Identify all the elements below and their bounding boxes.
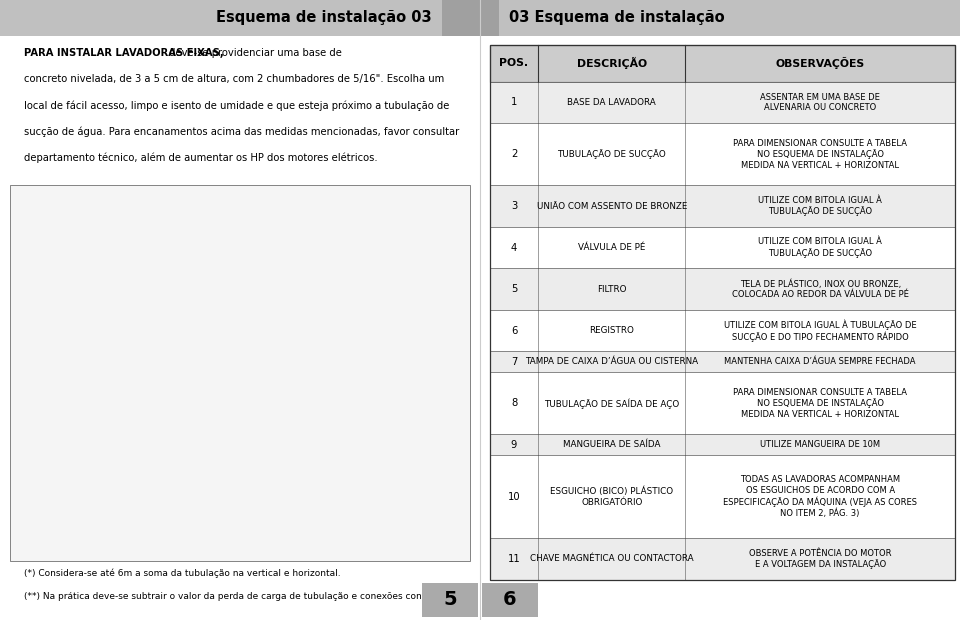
Text: 1: 1 xyxy=(511,97,517,107)
Bar xyxy=(490,372,955,435)
Bar xyxy=(422,583,477,617)
Text: Esquema de instalação 03: Esquema de instalação 03 xyxy=(216,11,432,25)
Text: 7: 7 xyxy=(511,356,517,367)
Text: UTILIZE COM BITOLA IGUAL À TUBULAÇÃO DE
SUCÇÃO E DO TIPO FECHAMENTO RÁPIDO: UTILIZE COM BITOLA IGUAL À TUBULAÇÃO DE … xyxy=(724,319,917,342)
Text: TODAS AS LAVADORAS ACOMPANHAM
OS ESGUICHOS DE ACORDO COM A
ESPECIFICAÇÃO DA MÁQU: TODAS AS LAVADORAS ACOMPANHAM OS ESGUICH… xyxy=(723,476,917,518)
Text: BASE DA LAVADORA: BASE DA LAVADORA xyxy=(567,98,657,107)
Bar xyxy=(490,310,955,352)
Text: (*) Considera-se até 6m a soma da tubulação na vertical e horizontal.: (*) Considera-se até 6m a soma da tubula… xyxy=(24,569,341,578)
Text: 03 Esquema de instalação: 03 Esquema de instalação xyxy=(509,11,725,25)
Text: MANTENHA CAIXA D’ÁGUA SEMPRE FECHADA: MANTENHA CAIXA D’ÁGUA SEMPRE FECHADA xyxy=(725,357,916,366)
Text: (**) Na prática deve-se subtrair o valor da perda de carga de tubulação e conexõ: (**) Na prática deve-se subtrair o valor… xyxy=(24,592,605,601)
Bar xyxy=(490,455,955,538)
Bar xyxy=(490,352,955,372)
Text: 3: 3 xyxy=(511,201,517,211)
Text: 11: 11 xyxy=(508,554,520,564)
Bar xyxy=(490,123,955,185)
Bar xyxy=(482,583,538,617)
Text: 2: 2 xyxy=(511,149,517,159)
Text: TUBULAÇÃO DE SUCÇÃO: TUBULAÇÃO DE SUCÇÃO xyxy=(558,149,666,159)
Text: UTILIZE MANGUEIRA DE 10M: UTILIZE MANGUEIRA DE 10M xyxy=(760,440,880,450)
Text: PARA INSTALAR LAVADORAS FIXAS,: PARA INSTALAR LAVADORAS FIXAS, xyxy=(24,48,224,58)
Text: MANGUEIRA DE SAÍDA: MANGUEIRA DE SAÍDA xyxy=(564,440,660,450)
Text: ESGUICHO (BICO) PLÁSTICO
OBRIGATÓRIO: ESGUICHO (BICO) PLÁSTICO OBRIGATÓRIO xyxy=(550,487,673,507)
Text: TELA DE PLÁSTICO, INOX OU BRONZE,
COLOCADA AO REDOR DA VÁLVULA DE PÉ: TELA DE PLÁSTICO, INOX OU BRONZE, COLOCA… xyxy=(732,279,908,299)
Text: 4: 4 xyxy=(511,242,517,252)
Text: PARA DIMENSIONAR CONSULTE A TABELA
NO ESQUEMA DE INSTALAÇÃO
MEDIDA NA VERTICAL +: PARA DIMENSIONAR CONSULTE A TABELA NO ES… xyxy=(733,139,907,170)
Text: REGISTRO: REGISTRO xyxy=(589,326,635,335)
Bar xyxy=(490,82,955,123)
Text: POS.: POS. xyxy=(499,58,529,68)
Bar xyxy=(490,268,955,310)
Text: PARA DIMENSIONAR CONSULTE A TABELA
NO ESQUEMA DE INSTALAÇÃO
MEDIDA NA VERTICAL +: PARA DIMENSIONAR CONSULTE A TABELA NO ES… xyxy=(733,388,907,419)
Bar xyxy=(490,185,955,227)
Text: TAMPA DE CAIXA D’ÁGUA OU CISTERNA: TAMPA DE CAIXA D’ÁGUA OU CISTERNA xyxy=(525,357,698,366)
Bar xyxy=(10,185,470,561)
Bar xyxy=(490,435,955,455)
Bar xyxy=(490,45,955,82)
Text: concreto nivelada, de 3 a 5 cm de altura, com 2 chumbadores de 5/16". Escolha um: concreto nivelada, de 3 a 5 cm de altura… xyxy=(24,74,444,84)
Text: DESCRIÇÃO: DESCRIÇÃO xyxy=(577,58,647,69)
Text: 10: 10 xyxy=(508,492,520,502)
Text: departamento técnico, além de aumentar os HP dos motores elétricos.: departamento técnico, além de aumentar o… xyxy=(24,153,377,163)
Text: sucção de água. Para encanamentos acima das medidas mencionadas, favor consultar: sucção de água. Para encanamentos acima … xyxy=(24,126,459,137)
Text: deve-se providenciar uma base de: deve-se providenciar uma base de xyxy=(165,48,342,58)
Text: 6: 6 xyxy=(503,590,516,609)
Bar xyxy=(442,0,480,36)
Bar xyxy=(490,45,955,580)
Text: 6: 6 xyxy=(511,326,517,335)
Text: local de fácil acesso, limpo e isento de umidade e que esteja próximo a tubulaçã: local de fácil acesso, limpo e isento de… xyxy=(24,100,449,111)
Text: UTILIZE COM BITOLA IGUAL À
TUBULAÇÃO DE SUCÇÃO: UTILIZE COM BITOLA IGUAL À TUBULAÇÃO DE … xyxy=(758,237,882,258)
Text: 5: 5 xyxy=(444,590,457,609)
Bar xyxy=(480,0,960,36)
Text: 9: 9 xyxy=(511,440,517,450)
Bar xyxy=(490,227,955,268)
Text: ASSENTAR EM UMA BASE DE
ALVENARIA OU CONCRETO: ASSENTAR EM UMA BASE DE ALVENARIA OU CON… xyxy=(760,92,880,112)
Text: 5: 5 xyxy=(511,284,517,294)
Bar xyxy=(0,0,480,36)
Bar xyxy=(490,538,955,580)
Text: VÁLVULA DE PÉ: VÁLVULA DE PÉ xyxy=(578,243,645,252)
Text: OBSERVAÇÕES: OBSERVAÇÕES xyxy=(776,58,865,69)
Text: FILTRO: FILTRO xyxy=(597,285,627,294)
Text: UNIÃO COM ASSENTO DE BRONZE: UNIÃO COM ASSENTO DE BRONZE xyxy=(537,202,687,211)
Text: TUBULAÇÃO DE SAÍDA DE AÇO: TUBULAÇÃO DE SAÍDA DE AÇO xyxy=(544,398,680,409)
Bar xyxy=(480,0,499,36)
Text: 8: 8 xyxy=(511,398,517,409)
Text: UTILIZE COM BITOLA IGUAL À
TUBULAÇÃO DE SUCÇÃO: UTILIZE COM BITOLA IGUAL À TUBULAÇÃO DE … xyxy=(758,196,882,216)
Text: OBSERVE A POTÊNCIA DO MOTOR
E A VOLTAGEM DA INSTALAÇÃO: OBSERVE A POTÊNCIA DO MOTOR E A VOLTAGEM… xyxy=(749,549,892,569)
Text: CHAVE MAGNÉTICA OU CONTACTORA: CHAVE MAGNÉTICA OU CONTACTORA xyxy=(530,554,694,564)
